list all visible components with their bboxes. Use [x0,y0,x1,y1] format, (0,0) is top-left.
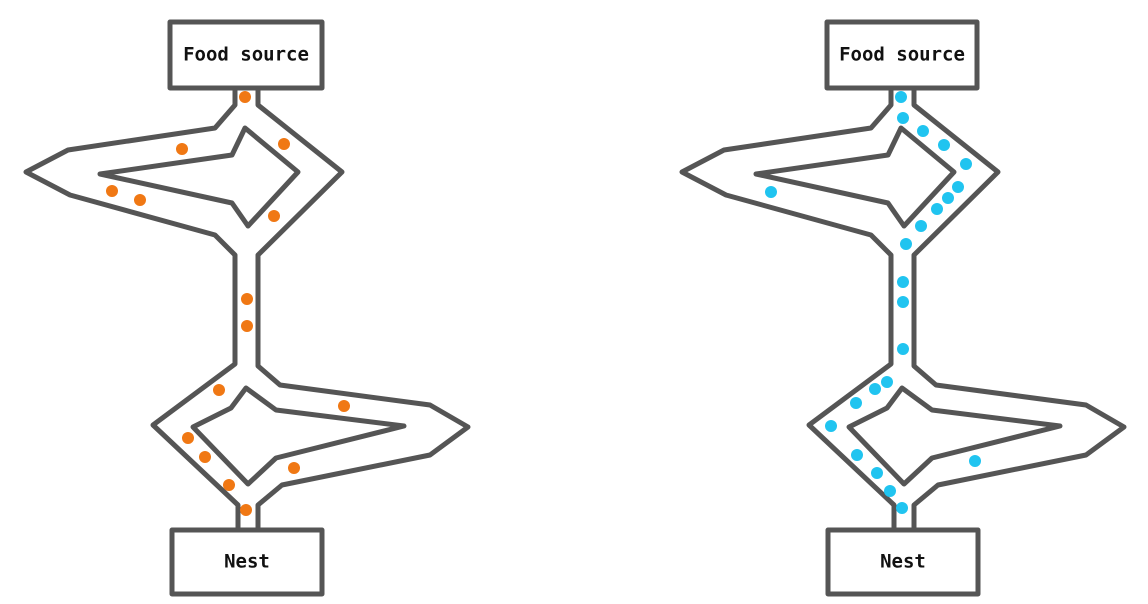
left-ant [338,400,350,412]
left-food-source-label: Food source [183,44,309,66]
left-ant [240,504,252,516]
right-ant [938,139,950,151]
right-ant [897,276,909,288]
right-ant [897,112,909,124]
right-upper-island [753,125,957,229]
right-ant [942,192,954,204]
left-ant [268,210,280,222]
right-panel: Food source Nest [679,19,1127,597]
left-nest-label: Nest [224,551,270,573]
left-ant [134,194,146,206]
right-lower-island [846,385,1063,487]
left-ant [241,320,253,332]
right-ant [850,397,862,409]
right-ant [871,467,883,479]
left-ant [288,462,300,474]
left-panel: Food source Nest [23,19,471,597]
right-ant [900,238,912,250]
right-ant [915,220,927,232]
right-ant [897,343,909,355]
right-ant [960,158,972,170]
right-ant [931,203,943,215]
right-ant [952,181,964,193]
left-ant [176,143,188,155]
left-ant [213,384,225,396]
left-food-source-box [167,19,325,91]
right-ant [869,383,881,395]
left-ant [182,432,194,444]
left-ant [106,185,118,197]
right-ant [825,420,837,432]
left-nest-box [169,527,325,597]
left-ant [223,479,235,491]
left-outer-outline [23,87,471,533]
left-ant [199,451,211,463]
right-ant [881,376,893,388]
left-ants [106,91,350,516]
right-ant [851,449,863,461]
right-nest-label: Nest [880,551,926,573]
right-food-source-box [824,19,980,91]
right-ant [897,296,909,308]
left-lower-island [190,385,407,487]
right-nest-box [825,527,981,597]
right-ant [884,485,896,497]
right-ant [896,502,908,514]
left-ant [241,293,253,305]
left-ant [239,91,251,103]
right-food-source-label: Food source [839,44,965,66]
right-ant [969,455,981,467]
right-outer-outline [679,87,1127,533]
right-ants [765,91,981,514]
right-ant [917,125,929,137]
right-ant [895,91,907,103]
left-ant [278,138,290,150]
right-ant [765,186,777,198]
left-upper-island [97,125,301,229]
